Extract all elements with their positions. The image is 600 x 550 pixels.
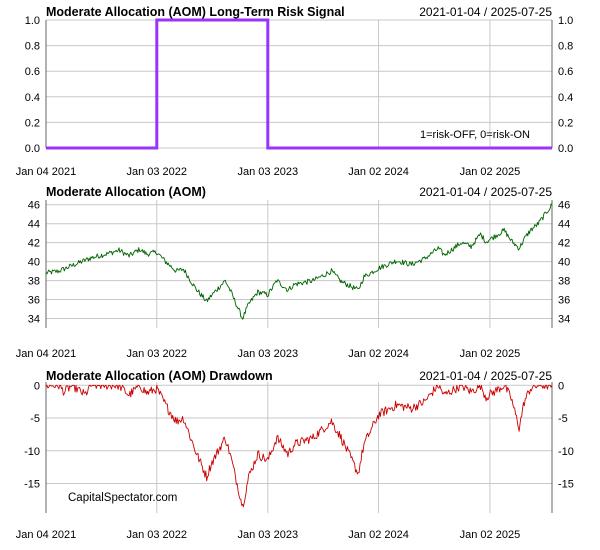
signal-line (46, 18, 552, 150)
panel-date-range: 2021-01-04 / 2025-07-25 (419, 369, 552, 383)
y-tick-label-right: 36 (558, 295, 570, 307)
x-tick-label: Jan 03 2022 (126, 529, 187, 541)
y-tick-label-left: 0.8 (25, 41, 40, 53)
x-tick-label: Jan 03 2022 (126, 348, 187, 360)
y-tick-label-left: 40 (28, 257, 40, 269)
y-tick-label-left: 0 (34, 380, 40, 392)
panel-date-range: 2021-01-04 / 2025-07-25 (419, 185, 552, 199)
y-tick-label-right: 46 (558, 200, 570, 212)
panel-3: -15 -15 -10 -10 -5 -5 0 0 Jan 04 2021 Jan 03 2022… (16, 369, 574, 541)
y-tick-label-right: -5 (558, 413, 568, 425)
y-tick-label-right: 0.4 (558, 92, 573, 104)
y-tick-label-right: 0.6 (558, 66, 573, 78)
y-tick-label-left: -10 (24, 446, 40, 458)
panel-1: 0.0 0.0 0.2 0.2 0.4 0.4 0.6 0.6 0.8 0.8 1.0 1.0 Jan … (16, 5, 574, 178)
y-tick-label-left: 0.0 (25, 143, 40, 155)
x-tick-label: Jan 04 2021 (16, 529, 77, 541)
y-tick-label-right: 0.0 (558, 143, 573, 155)
y-tick-label-left: 44 (28, 219, 40, 231)
y-tick-label-right: -10 (558, 446, 574, 458)
x-tick-label: Jan 02 2025 (460, 348, 521, 360)
y-tick-label-right: 0 (558, 380, 564, 392)
credit-label: CapitalSpectator.com (68, 492, 177, 504)
y-tick-label-left: 38 (28, 276, 40, 288)
x-tick-label: Jan 04 2021 (16, 348, 77, 360)
y-tick-label-right: 38 (558, 276, 570, 288)
y-tick-label-left: 42 (28, 238, 40, 250)
y-tick-label-left: -15 (24, 479, 40, 491)
y-tick-label-right: 42 (558, 238, 570, 250)
y-tick-label-left: -5 (30, 413, 40, 425)
y-tick-label-right: 1.0 (558, 15, 573, 27)
y-tick-label-right: 40 (558, 257, 570, 269)
x-tick-label: Jan 03 2023 (238, 529, 299, 541)
y-tick-label-left: 1.0 (25, 15, 40, 27)
x-tick-label: Jan 03 2023 (238, 348, 299, 360)
y-tick-label-left: 34 (28, 314, 40, 326)
y-tick-label-right: 0.8 (558, 41, 573, 53)
panel-title: Moderate Allocation (AOM) Drawdown (46, 369, 273, 383)
x-tick-label: Jan 02 2024 (348, 166, 409, 178)
panel-date-range: 2021-01-04 / 2025-07-25 (419, 5, 552, 19)
x-tick-label: Jan 02 2025 (460, 529, 521, 541)
x-tick-label: Jan 03 2022 (126, 166, 187, 178)
series-line-price (45, 203, 553, 320)
y-tick-label-right: 34 (558, 314, 570, 326)
x-tick-label: Jan 02 2025 (460, 166, 521, 178)
y-tick-label-left: 36 (28, 295, 40, 307)
panel-title: Moderate Allocation (AOM) (46, 185, 206, 199)
y-tick-label-left: 0.2 (25, 117, 40, 129)
y-tick-label-right: -15 (558, 479, 574, 491)
panel-title: Moderate Allocation (AOM) Long-Term Risk… (46, 5, 345, 19)
x-tick-label: Jan 02 2024 (348, 529, 409, 541)
y-tick-label-right: 44 (558, 219, 570, 231)
signal-annotation: 1=risk-OFF, 0=risk-ON (420, 129, 530, 141)
y-tick-label-left: 0.6 (25, 66, 40, 78)
panel-2: 34 34 36 36 38 38 40 40 42 42 44 44 46 46 Jan 04 2021 J… (16, 185, 571, 360)
y-tick-label-right: 0.2 (558, 117, 573, 129)
x-tick-label: Jan 02 2024 (348, 348, 409, 360)
y-tick-label-left: 0.4 (25, 92, 40, 104)
series-line-drawdown (45, 384, 553, 508)
x-tick-label: Jan 03 2023 (238, 166, 299, 178)
x-tick-label: Jan 04 2021 (16, 166, 77, 178)
y-tick-label-left: 46 (28, 200, 40, 212)
